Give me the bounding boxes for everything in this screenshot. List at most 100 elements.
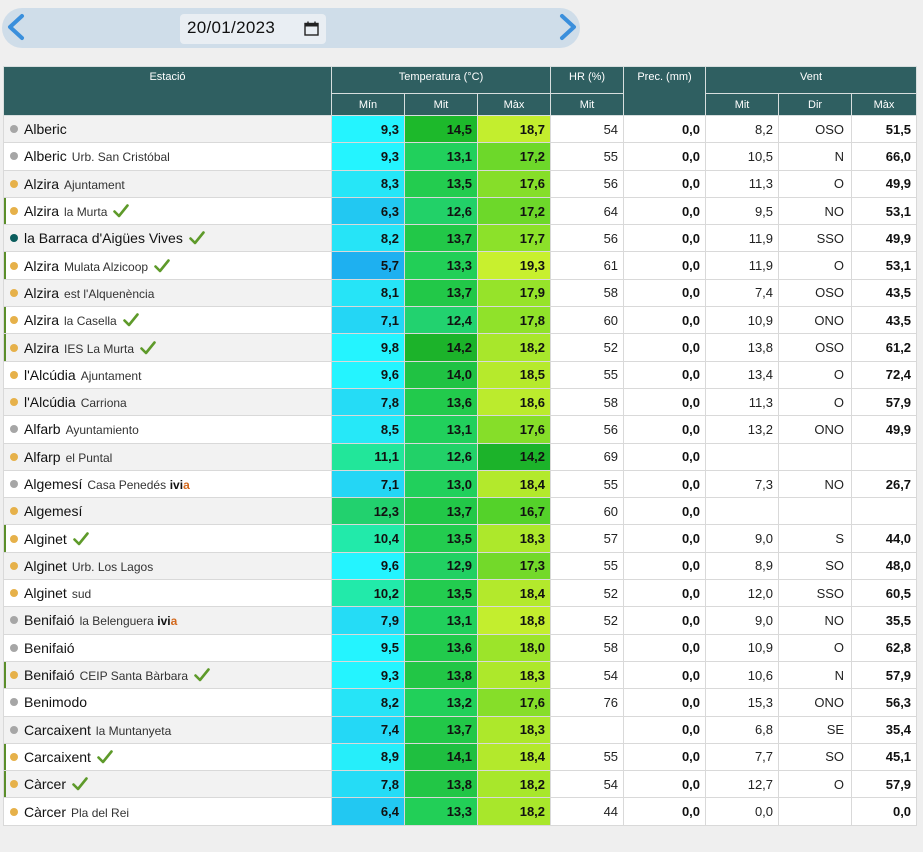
table-row[interactable]: Benifaió la Belenguera ivia 7,9 13,1 18,8 52 0… bbox=[3, 606, 918, 635]
station-cell[interactable]: Alzira Mulata Alzicoop bbox=[3, 251, 332, 280]
station-cell[interactable]: Alzira IES La Murta bbox=[3, 333, 332, 362]
chevron-right-icon[interactable] bbox=[552, 12, 582, 42]
station-name[interactable]: Alzira bbox=[24, 339, 60, 356]
station-cell[interactable]: Algemesí Casa Penedés ivia bbox=[3, 469, 332, 499]
table-row[interactable]: la Barraca d'Aigües Vives 8,2 13,7 17,7 56 0,… bbox=[3, 224, 918, 253]
table-row[interactable]: Carcaixent 8,9 14,1 18,4 55 0,0 7,7 SO 45,1 bbox=[3, 742, 918, 772]
station-subname[interactable]: Pla del Rei bbox=[71, 805, 130, 820]
station-cell[interactable]: Benifaió CEIP Santa Bàrbara bbox=[3, 660, 332, 690]
table-row[interactable]: Alfarp el Puntal 11,1 12,6 14,2 69 0,0 bbox=[3, 442, 918, 471]
station-subname[interactable]: la Belenguera bbox=[79, 614, 154, 629]
date-input[interactable]: 20/01/2023 bbox=[180, 14, 326, 44]
station-name[interactable]: Benifaió bbox=[24, 612, 75, 629]
station-subname[interactable]: el Puntal bbox=[65, 450, 113, 465]
station-subname[interactable]: IES La Murta bbox=[64, 341, 135, 356]
station-cell[interactable]: Alzira la Casella bbox=[3, 306, 332, 335]
table-row[interactable]: Alzira Mulata Alzicoop 5,7 13,3 19,3 61 0,0 11,… bbox=[3, 251, 918, 280]
station-name[interactable]: Carcaixent bbox=[24, 748, 91, 765]
station-name[interactable]: Benimodo bbox=[24, 694, 88, 711]
station-name[interactable]: Algemesí bbox=[24, 503, 83, 520]
table-row[interactable]: Benifaió CEIP Santa Bàrbara 9,3 13,8 18,3 54 0… bbox=[3, 660, 918, 690]
station-cell[interactable]: Benimodo bbox=[3, 688, 332, 717]
station-name[interactable]: Alzira bbox=[24, 257, 60, 274]
table-row[interactable]: Alberic Urb. San Cristóbal 9,3 13,1 17,2 55 0,… bbox=[3, 142, 918, 171]
station-name[interactable]: Algemesí bbox=[24, 476, 83, 492]
station-cell[interactable]: Algemesí bbox=[3, 497, 332, 526]
station-cell[interactable]: Carcaixent la Muntanyeta bbox=[3, 715, 332, 744]
station-name[interactable]: Benifaió bbox=[24, 639, 75, 656]
station-name[interactable]: Alzira bbox=[24, 284, 60, 301]
station-cell[interactable]: Alzira est l'Alquenència bbox=[3, 278, 332, 308]
station-subname[interactable]: la Casella bbox=[64, 314, 117, 329]
station-subname[interactable]: Mulata Alzicoop bbox=[64, 259, 149, 274]
station-name[interactable]: Alberic bbox=[24, 148, 67, 165]
table-row[interactable]: Alfarb Ayuntamiento 8,5 13,1 17,6 56 0,0 13,2 ON… bbox=[3, 415, 918, 444]
station-name[interactable]: Alginet bbox=[24, 557, 67, 574]
station-name[interactable]: Alzira bbox=[24, 203, 60, 220]
table-row[interactable]: l'Alcúdia Ajuntament 9,6 14,0 18,5 55 0,0 13,4 O… bbox=[3, 360, 918, 389]
station-subname[interactable]: sud bbox=[71, 587, 92, 602]
station-subname[interactable]: Ayuntamiento bbox=[65, 423, 139, 438]
table-row[interactable]: Alzira IES La Murta 9,8 14,2 18,2 52 0,0 13,8 OS… bbox=[3, 333, 918, 362]
station-cell[interactable]: Alzira Ajuntament bbox=[3, 169, 332, 198]
station-name[interactable]: Alzira bbox=[24, 312, 60, 329]
header-hr-mit[interactable]: Mit bbox=[550, 93, 625, 116]
station-cell[interactable]: Càrcer bbox=[3, 770, 332, 799]
table-row[interactable]: Càrcer Pla del Rei 6,4 13,3 18,2 44 0,0 0,0 0,0 bbox=[3, 797, 918, 826]
table-row[interactable]: Alzira la Casella 7,1 12,4 17,8 60 0,0 10,9 ONO 4… bbox=[3, 306, 918, 335]
station-name[interactable]: Alfarb bbox=[24, 421, 61, 438]
table-row[interactable]: Alginet 10,4 13,5 18,3 57 0,0 9,0 S 44,0 bbox=[3, 524, 918, 553]
station-cell[interactable]: Alginet bbox=[3, 524, 332, 553]
station-name[interactable]: Alfarp bbox=[24, 448, 61, 465]
table-row[interactable]: Benifaió 9,5 13,6 18,0 58 0,0 10,9 O 62,8 bbox=[3, 633, 918, 662]
header-temp-min[interactable]: Mín bbox=[331, 93, 405, 116]
station-cell[interactable]: Alginet Urb. Los Lagos bbox=[3, 551, 332, 581]
station-name[interactable]: l'Alcúdia bbox=[24, 394, 76, 411]
station-cell[interactable]: l'Alcúdia Ajuntament bbox=[3, 360, 332, 389]
station-cell[interactable]: Alginet sud bbox=[3, 579, 332, 608]
header-station[interactable]: Estació bbox=[3, 66, 332, 116]
station-name[interactable]: Càrcer bbox=[24, 776, 67, 793]
station-cell[interactable]: Alzira la Murta bbox=[3, 196, 332, 226]
station-subname[interactable]: CEIP Santa Bàrbara bbox=[79, 669, 189, 684]
station-subname[interactable]: Ajuntament bbox=[80, 368, 142, 383]
station-subname[interactable]: la Murta bbox=[64, 205, 108, 220]
station-name[interactable]: Alberic bbox=[24, 121, 67, 138]
station-cell[interactable]: Benifaió bbox=[3, 633, 332, 662]
station-name[interactable]: Benifaió bbox=[24, 667, 75, 684]
station-subname[interactable]: Urb. Los Lagos bbox=[71, 559, 154, 574]
station-name[interactable]: Alzira bbox=[24, 175, 60, 192]
station-name[interactable]: l'Alcúdia bbox=[24, 366, 76, 383]
table-row[interactable]: Algemesí Casa Penedés ivia 7,1 13,0 18,4 55 0,… bbox=[3, 469, 918, 499]
station-name[interactable]: Càrcer bbox=[24, 803, 67, 820]
station-subname[interactable]: est l'Alquenència bbox=[64, 286, 155, 301]
station-cell[interactable]: Alberic Urb. San Cristóbal bbox=[3, 142, 332, 171]
header-wind-dir[interactable]: Dir bbox=[778, 93, 853, 116]
header-temp-max[interactable]: Màx bbox=[476, 93, 552, 116]
header-temp-mit[interactable]: Mit bbox=[404, 93, 478, 116]
station-subname[interactable]: Ajuntament bbox=[64, 177, 125, 192]
table-row[interactable]: Alzira Ajuntament 8,3 13,5 17,6 56 0,0 11,3 O 49,… bbox=[3, 169, 918, 198]
station-subname[interactable]: la Muntanyeta bbox=[95, 723, 172, 738]
table-row[interactable]: Alginet Urb. Los Lagos 9,6 12,9 17,3 55 0,0 8,9… bbox=[3, 551, 918, 581]
station-name[interactable]: la Barraca d'Aigües Vives bbox=[24, 230, 183, 247]
table-row[interactable]: Alginet sud 10,2 13,5 18,4 52 0,0 12,0 SSO 60,5 bbox=[3, 579, 918, 608]
header-wind-mit[interactable]: Mit bbox=[705, 93, 780, 116]
table-row[interactable]: Alzira la Murta 6,3 12,6 17,2 64 0,0 9,5 NO 53,1 bbox=[3, 196, 918, 226]
station-cell[interactable]: Alfarb Ayuntamiento bbox=[3, 415, 332, 444]
header-precipitation[interactable]: Prec. (mm) bbox=[623, 66, 707, 116]
table-row[interactable]: l'Alcúdia Carriona 7,8 13,6 18,6 58 0,0 11,3 O 57… bbox=[3, 387, 918, 417]
calendar-icon[interactable] bbox=[304, 21, 319, 36]
table-row[interactable]: Alzira est l'Alquenència 8,1 13,7 17,9 58 0,0 7… bbox=[3, 278, 918, 308]
station-cell[interactable]: l'Alcúdia Carriona bbox=[3, 387, 332, 417]
station-name[interactable]: Alginet bbox=[24, 530, 67, 547]
station-cell[interactable]: Carcaixent bbox=[3, 742, 332, 772]
table-row[interactable]: Algemesí 12,3 13,7 16,7 60 0,0 bbox=[3, 497, 918, 526]
station-cell[interactable]: Benifaió la Belenguera ivia bbox=[3, 606, 332, 635]
table-row[interactable]: Alberic 9,3 14,5 18,7 54 0,0 8,2 OSO 51,5 bbox=[3, 114, 918, 144]
station-cell[interactable]: Alfarp el Puntal bbox=[3, 442, 332, 471]
table-row[interactable]: Carcaixent la Muntanyeta 7,4 13,7 18,3 0,0 6,8… bbox=[3, 715, 918, 744]
chevron-left-icon[interactable] bbox=[2, 12, 32, 42]
station-subname[interactable]: Casa Penedés bbox=[87, 478, 167, 492]
station-subname[interactable]: Carriona bbox=[80, 396, 127, 411]
